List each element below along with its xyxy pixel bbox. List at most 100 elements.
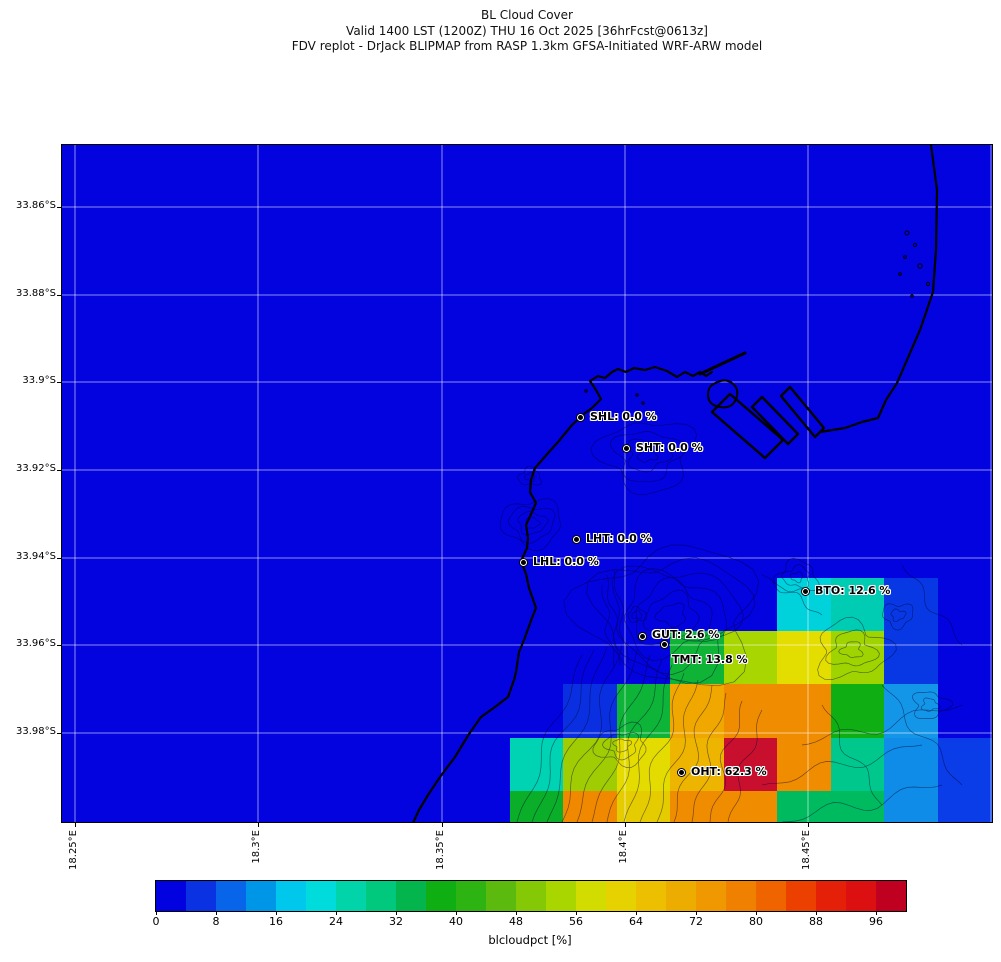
contour-line: [576, 649, 638, 822]
contour-line: [691, 692, 727, 822]
contour-line: [639, 672, 685, 822]
contour-line: [761, 744, 923, 786]
colorbar-tick-label: 96: [869, 915, 883, 928]
breakwater-line: [698, 351, 747, 376]
colorbar-tick-label: 56: [569, 915, 583, 928]
colorbar-tick-label: 24: [329, 915, 343, 928]
title-block: BL Cloud Cover Valid 1400 LST (1200Z) TH…: [62, 8, 992, 55]
colorbar-tick-label: 88: [809, 915, 823, 928]
y-tick-label: 33.92°S: [16, 463, 56, 474]
harbor-pier-1: [710, 392, 785, 460]
station-dot-LHT: [573, 536, 580, 543]
contour-line: [499, 498, 561, 552]
station-label-TMT: TMT: 13.8 %: [672, 653, 748, 666]
x-tick-label: 18.45°E: [801, 830, 812, 870]
cloudcover-cell: [724, 738, 777, 791]
contour-line: [727, 709, 763, 822]
contour-line: [920, 697, 941, 712]
harbor-basin: [707, 379, 739, 409]
station-label-SHL: SHL: 0.0 %: [590, 410, 657, 423]
colorbar-segment: [606, 881, 636, 911]
cloudcover-cell: [777, 791, 831, 822]
colorbar-segment: [246, 881, 276, 911]
colorbar-segment: [186, 881, 216, 911]
colorbar-segment: [696, 881, 726, 911]
contour-line: [611, 565, 744, 675]
cloudcover-cell: [563, 738, 617, 791]
colorbar-tick-mark: [396, 911, 397, 915]
contour-line: [546, 646, 608, 822]
y-tick-label: 33.98°S: [16, 726, 56, 737]
coastline-east-link: [818, 416, 880, 434]
contour-line: [627, 606, 647, 623]
colorbar-tick-label: 0: [152, 915, 160, 928]
x-tick-mark: [258, 823, 259, 827]
contour-line: [709, 700, 743, 822]
station-label-LHL: LHL: 0.0 %: [533, 555, 599, 568]
cloudcover-cell: [938, 791, 992, 822]
cloudcover-cell: [884, 738, 938, 791]
station-dot-SHL: [577, 414, 584, 421]
cloudcover-cell: [724, 684, 777, 738]
coastline-east: [876, 145, 939, 420]
cloudcover-cell: [884, 791, 938, 822]
plot-title: BL Cloud Cover: [481, 8, 573, 22]
y-tick-mark: [57, 207, 61, 208]
colorbar-segment: [816, 881, 846, 911]
colorbar-tick-mark: [876, 911, 877, 915]
colorbar-tick-mark: [636, 911, 637, 915]
contour-line: [624, 568, 727, 661]
y-tick-mark: [57, 558, 61, 559]
contour-line: [821, 704, 883, 806]
station-dot-BTO: [802, 588, 809, 595]
y-tick-mark: [57, 645, 61, 646]
contour-line: [561, 644, 623, 822]
x-tick-label: 18.4°E: [618, 830, 629, 864]
cloudcover-cell: [831, 738, 884, 791]
cloudcover-cell: [938, 738, 992, 791]
colorbar-tick-label: 40: [449, 915, 463, 928]
cloudcover-cell: [831, 631, 884, 684]
station-dot-SHT: [623, 445, 630, 452]
colorbar-tick-label: 32: [389, 915, 403, 928]
colorbar-tick-mark: [156, 911, 157, 915]
contour-line: [631, 609, 643, 620]
contour-line: [761, 574, 823, 616]
station-label-GUT: GUT: 2.6 %: [652, 628, 720, 641]
colorbar-tick-label: 64: [629, 915, 643, 928]
contour-line: [591, 654, 651, 822]
colorbar-segment: [756, 881, 786, 911]
contour-line: [623, 664, 673, 822]
x-tick-label: 18.3°E: [251, 830, 262, 864]
harbor-pier-3: [779, 385, 826, 439]
contour-line: [636, 446, 659, 463]
x-tick-mark: [808, 823, 809, 827]
contour-line: [912, 691, 954, 719]
terrain-contours: [499, 422, 963, 822]
colorbar-tick-mark: [816, 911, 817, 915]
y-tick-mark: [57, 295, 61, 296]
colorbar-segment: [306, 881, 336, 911]
cloudcover-cell: [831, 578, 884, 631]
colorbar-segment: [456, 881, 486, 911]
contour-line: [642, 589, 700, 637]
contour-line: [517, 465, 542, 486]
cloudcover-cell: [617, 684, 670, 738]
colorbar-segment: [396, 881, 426, 911]
contour-line: [610, 431, 687, 482]
contour-line: [673, 684, 713, 822]
contour-line: [656, 679, 699, 822]
station-dot-GUT: [639, 633, 646, 640]
colorbar-segment: [336, 881, 366, 911]
model-subtitle: FDV replot - DrJack BLIPMAP from RASP 1.…: [291, 39, 763, 53]
contour-line: [773, 557, 820, 593]
contour-line: [801, 704, 963, 746]
colorbar: [155, 880, 907, 912]
contour-line: [613, 569, 629, 664]
colorbar-tick-label: 48: [509, 915, 523, 928]
y-tick-label: 33.86°S: [16, 200, 56, 211]
station-dot-OHT: [678, 769, 685, 776]
colorbar-segment: [666, 881, 696, 911]
station-label-OHT: OHT: 62.3 %: [691, 765, 767, 778]
contour-line: [882, 603, 914, 631]
